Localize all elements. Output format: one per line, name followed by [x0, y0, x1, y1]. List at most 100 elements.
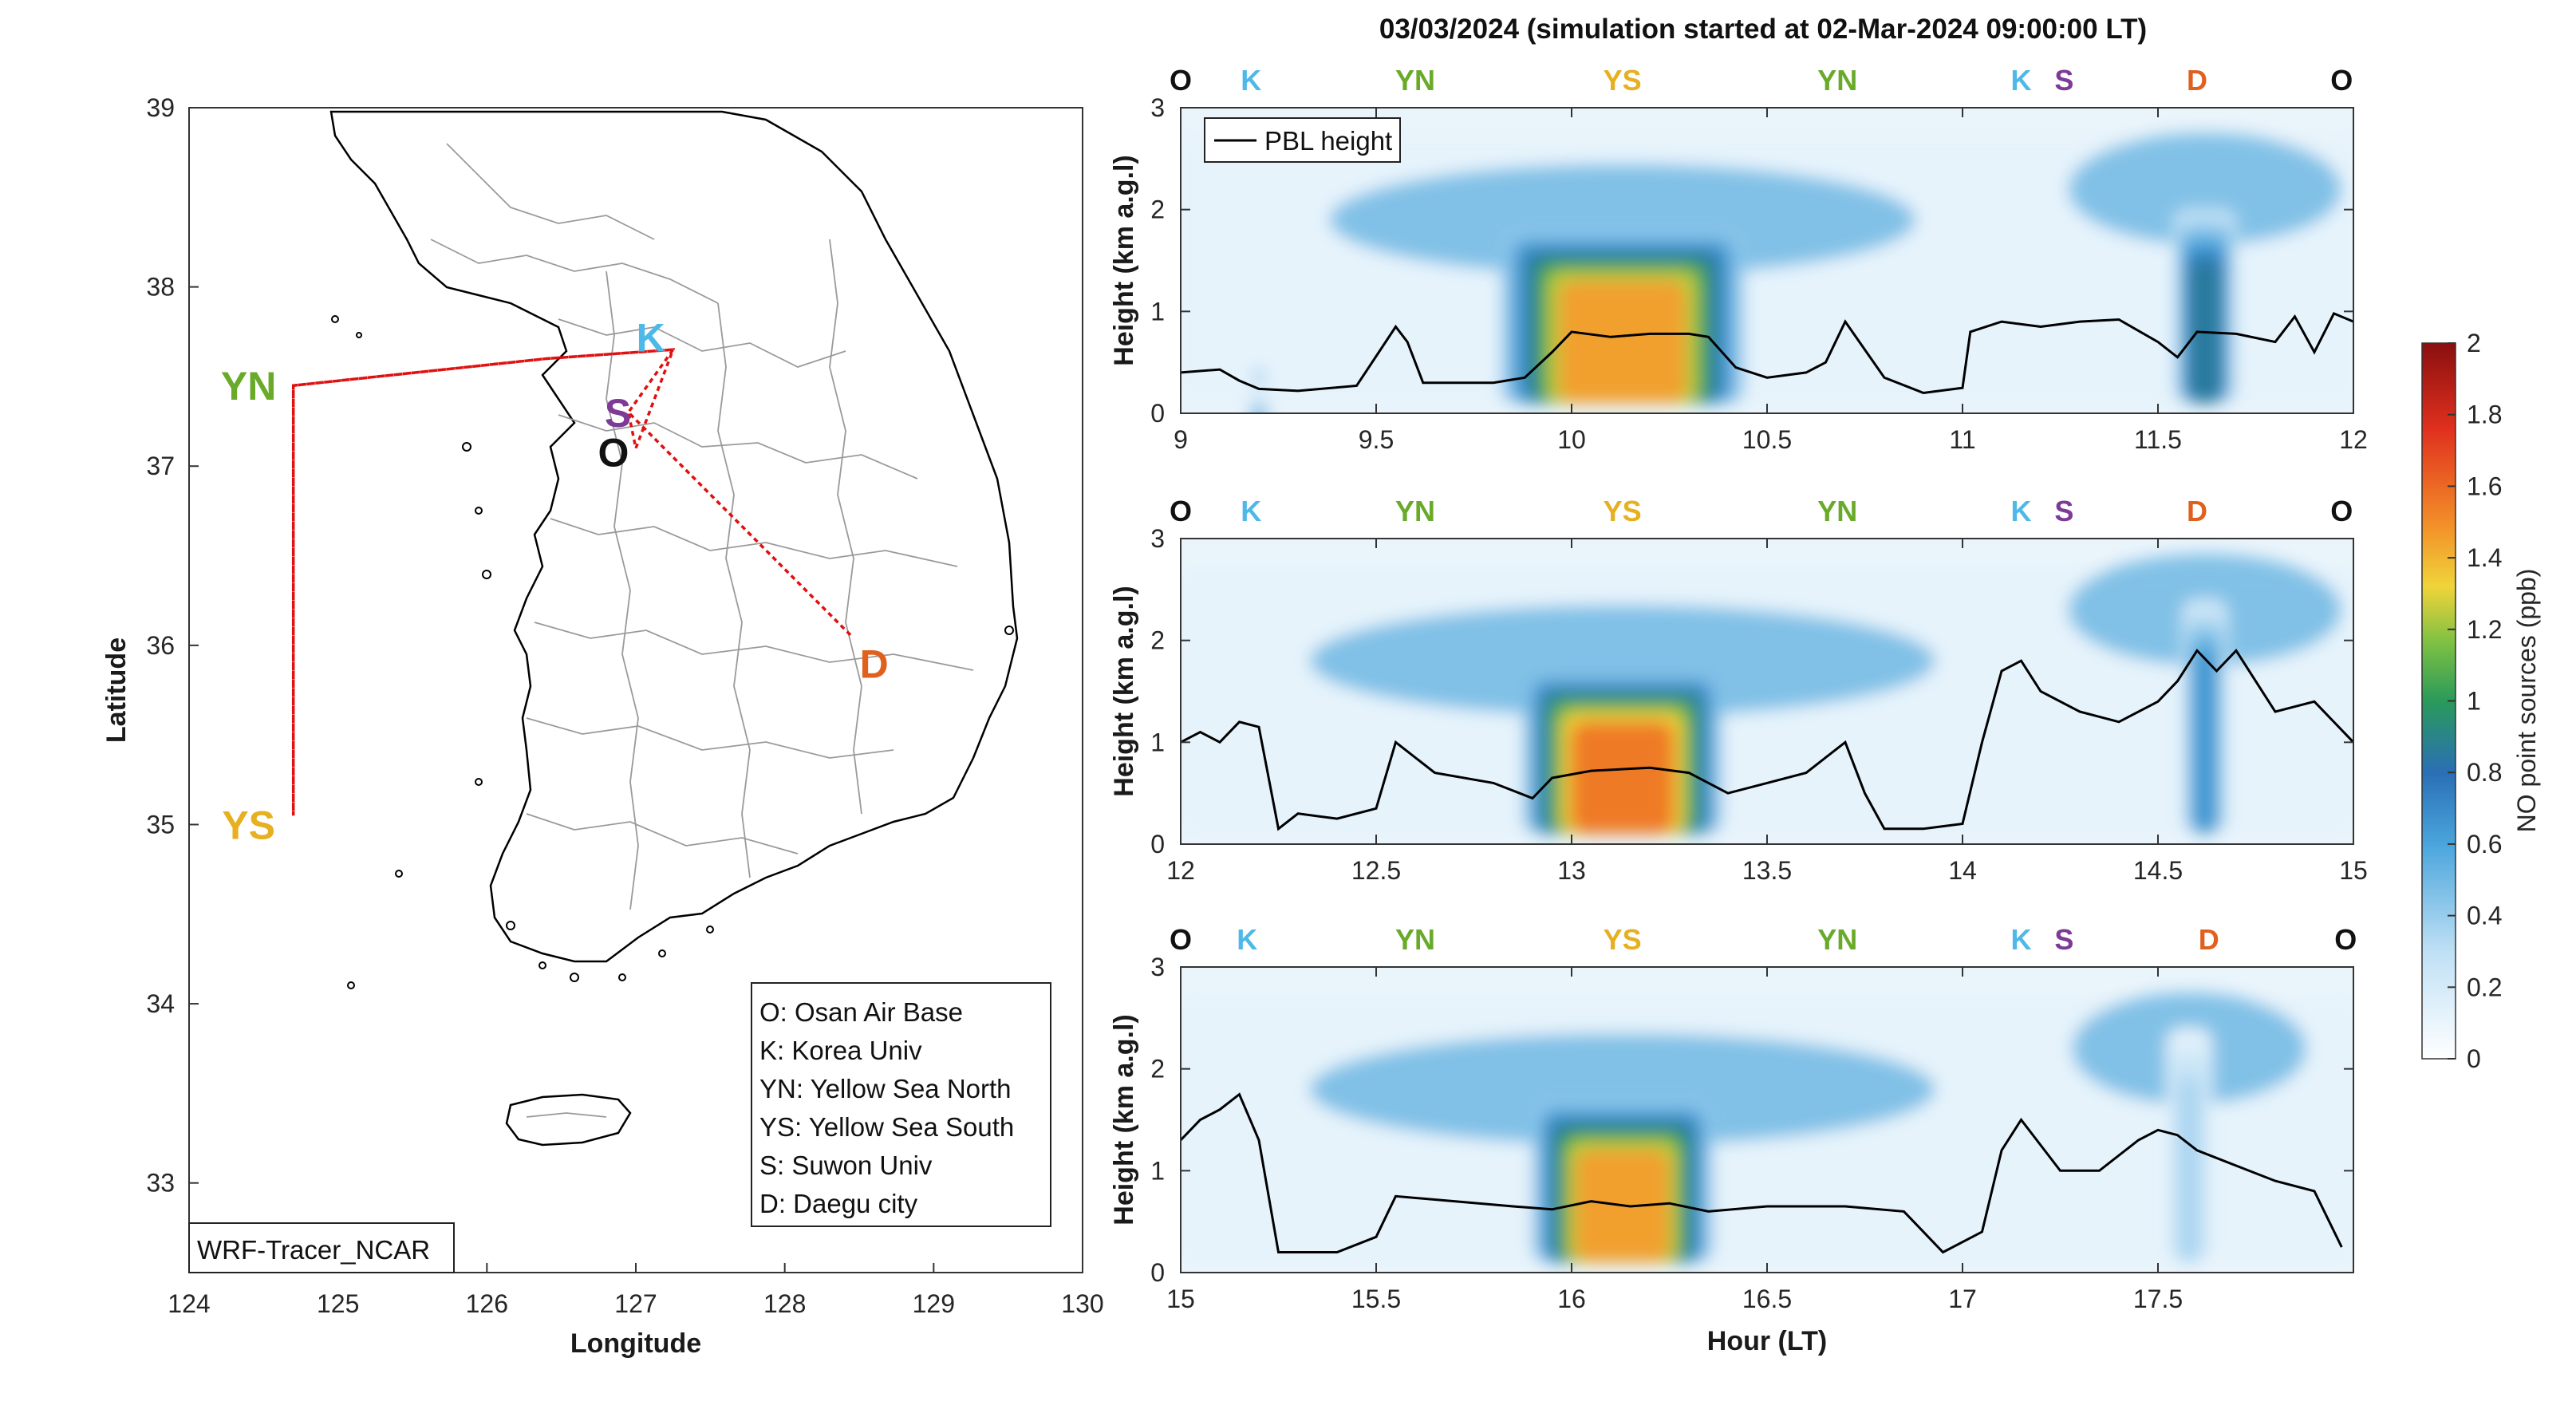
legend-entry-ys: YS: Yellow Sea South	[759, 1112, 1014, 1142]
segment-label-yn: YN	[1817, 923, 1857, 956]
colorbar-tick-label: 1	[2467, 687, 2481, 716]
xtick-label: 13.5	[1742, 856, 1792, 885]
legend-entry-s: S: Suwon Univ	[759, 1151, 933, 1180]
segment-label-k: K	[1241, 495, 1261, 527]
xtick-label: 15	[2339, 856, 2368, 885]
concentration-field	[1181, 108, 2353, 413]
segment-label-ys: YS	[1604, 923, 1642, 956]
field-plumes	[1181, 992, 2353, 1263]
small-islands	[331, 315, 1014, 989]
figure-title: 03/03/2024 (simulation started at 02-Mar…	[1379, 14, 2147, 45]
legend-entry-o: O: Osan Air Base	[759, 997, 963, 1027]
colorbar-tick-label: 0.2	[2467, 973, 2502, 1001]
colorbar-tick-label: 0	[2467, 1044, 2481, 1073]
segment-label-k: K	[2011, 64, 2032, 97]
segment-label-yn: YN	[1817, 495, 1857, 527]
site-label-ys: YS	[222, 803, 275, 847]
panel-ylabel: Height (km a.g.l)	[1109, 586, 1139, 796]
segment-label-ys: YS	[1604, 64, 1642, 97]
ytick-label: 0	[1150, 399, 1165, 428]
map-xtick-label: 128	[763, 1289, 806, 1318]
xtick-label: 13	[1557, 856, 1586, 885]
site-legend-box	[751, 982, 1051, 1227]
site-legend: O: Osan Air Base K: Korea Univ YN: Yello…	[751, 982, 1051, 1227]
segment-label-o: O	[2330, 64, 2353, 97]
xtick-label: 9	[1174, 425, 1188, 454]
segment-label-o: O	[2334, 923, 2357, 956]
xtick-label: 17.5	[2133, 1285, 2183, 1313]
map-ytick-label: 36	[146, 631, 175, 660]
segment-label-o: O	[1170, 64, 1192, 97]
model-label-box	[188, 1222, 455, 1273]
xtick-label: 14	[1948, 856, 1977, 885]
segment-label-k: K	[2011, 495, 2032, 527]
xtick-label: 16	[1557, 1285, 1586, 1313]
xtick-label: 10.5	[1742, 425, 1792, 454]
segment-label-k: K	[2011, 923, 2032, 956]
segment-label-o: O	[1170, 923, 1192, 956]
map-xlabel: Longitude	[570, 1328, 701, 1359]
map-ticks: 124 125 126 127 128 129 130 33 34 35 36 37 38 39	[146, 93, 1103, 1318]
ytick-label: 3	[1150, 93, 1165, 122]
segment-label-ys: YS	[1604, 495, 1642, 527]
plume-spread	[2068, 132, 2342, 246]
map-ytick-label: 34	[146, 989, 175, 1018]
ytick-label: 1	[1150, 297, 1165, 326]
pbl-height-line	[1181, 1092, 2343, 1254]
segment-label-d: D	[2199, 923, 2219, 956]
xtick-label: 12	[1166, 856, 1195, 885]
legend-entry-yn: YN: Yellow Sea North	[759, 1074, 1012, 1103]
xtick-label: 14.5	[2133, 856, 2183, 885]
plume-spread	[1329, 164, 1916, 276]
panel-ylabel: Height (km a.g.l)	[1109, 155, 1139, 365]
plume-level	[2177, 1079, 2201, 1263]
colorbar-tick-label: 1.2	[2467, 615, 2502, 644]
ytick-label: 3	[1150, 524, 1165, 553]
segment-label-o: O	[2330, 495, 2353, 527]
segment-label-yn: YN	[1395, 923, 1435, 956]
colorbar-tick-label: 1.4	[2467, 543, 2502, 572]
segment-label-yn: YN	[1395, 64, 1435, 97]
ytick-label: 1	[1150, 728, 1165, 756]
colorbar-tick-label: 2	[2467, 329, 2481, 357]
xtick-label: 11.5	[2134, 425, 2182, 454]
legend-entry-d: D: Daegu city	[759, 1189, 918, 1218]
pbl-legend-label: PBL height	[1264, 126, 1392, 156]
colorbar-tick-label: 0.8	[2467, 758, 2502, 787]
segment-label-d: D	[2187, 64, 2207, 97]
map-ytick-label: 39	[146, 93, 175, 122]
time-height-panel-3: 15 15.5 16 16.5 17 17.5 0 1 2 3 Height (km a.g.l) O…	[1109, 923, 2357, 1313]
segment-label-s: S	[2054, 923, 2073, 956]
map-xtick-label: 130	[1061, 1289, 1103, 1318]
xtick-label: 16.5	[1742, 1285, 1792, 1313]
map-ytick-label: 38	[146, 273, 175, 302]
ytick-label: 0	[1150, 1258, 1165, 1287]
segment-label-s: S	[2054, 64, 2073, 97]
map-xtick-label: 125	[317, 1289, 359, 1318]
pbl-legend: PBL height	[1204, 117, 1401, 163]
map-panel: 124 125 126 127 128 129 130 33 34 35 36 37 38 39	[101, 93, 1104, 1359]
colorbar-ticks: 0 0.2 0.4 0.6 0.8 1 1.2 1.4 1.6 1.8 2	[2448, 329, 2502, 1073]
segment-label-o: O	[1170, 495, 1192, 527]
site-label-k: K	[637, 316, 665, 361]
ytick-label: 2	[1150, 1055, 1165, 1083]
colorbar-label: NO point sources (ppb)	[2512, 569, 2541, 833]
field-plumes	[1181, 554, 2353, 835]
map-ytick-label: 35	[146, 810, 175, 839]
xtick-label: 10	[1557, 425, 1586, 454]
panel-ylabel: Height (km a.g.l)	[1109, 1014, 1139, 1225]
segment-label-k: K	[1237, 923, 1257, 956]
site-labels: KSO YN YS D	[221, 316, 889, 848]
pbl-height-line	[1181, 311, 2353, 395]
plume-level	[1571, 721, 1675, 835]
map-ytick-label: 33	[146, 1169, 175, 1198]
map-ytick-label: 37	[146, 452, 175, 480]
plume-level	[1250, 393, 1268, 404]
ytick-label: 3	[1150, 953, 1165, 981]
plume-level	[2193, 650, 2217, 835]
plume-spread	[1309, 604, 1935, 717]
xtick-label: 17	[1948, 1285, 1977, 1313]
peninsula-coastline	[329, 110, 1019, 963]
